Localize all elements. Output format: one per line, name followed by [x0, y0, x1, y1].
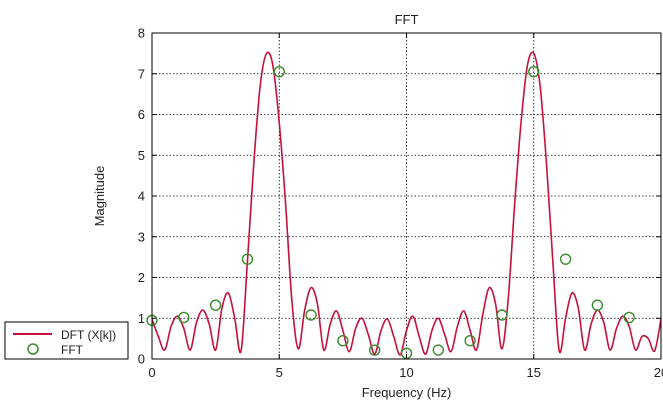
y-axis-label: Magnitude [92, 166, 107, 227]
fft-point [400, 347, 413, 359]
y-tick-label: 5 [138, 148, 145, 163]
x-tick-label: 0 [148, 365, 155, 380]
plot-frame [151, 32, 662, 360]
series-layer [152, 51, 661, 356]
y-tick-label: 4 [138, 189, 145, 204]
x-tick-label: 15 [527, 365, 541, 380]
fft-point [559, 253, 572, 265]
fft-point [241, 253, 254, 265]
fft-point [623, 311, 635, 324]
legend-box [4, 321, 129, 360]
x-tick-label: 5 [276, 365, 283, 380]
fft-point [528, 66, 540, 78]
fft-point [305, 309, 317, 321]
x-tick-label: 20 [654, 365, 663, 380]
legend-marker-swatch [27, 343, 39, 355]
fft-point [432, 344, 445, 356]
y-tick-label: 2 [138, 270, 145, 285]
fft-point [273, 66, 285, 78]
tick-labels: 0 5 10 15 20 0 1 2 3 4 5 6 7 8 [138, 26, 663, 381]
legend: DFT (X[k]) FFT [4, 321, 129, 360]
fft-point [464, 334, 476, 347]
fft-point [337, 334, 349, 347]
fft-point [209, 299, 222, 311]
y-tick-label: 6 [138, 107, 145, 122]
legend-label-dft: DFT (X[k]) [61, 328, 116, 342]
grid-lines [152, 33, 661, 359]
fft-point [178, 311, 190, 324]
fft-point [591, 299, 604, 311]
y-tick-label: 7 [138, 66, 145, 81]
y-tick-label: 0 [138, 352, 145, 367]
y-tick-label: 3 [138, 229, 145, 244]
y-tick-label: 8 [138, 26, 145, 41]
fft-point [368, 344, 381, 356]
chart-title: FFT [395, 12, 419, 27]
legend-label-fft: FFT [61, 343, 84, 357]
series-line-dft [152, 51, 661, 356]
x-axis-label: Frequency (Hz) [362, 385, 452, 400]
y-tick-label: 1 [138, 311, 145, 326]
x-tick-label: 10 [399, 365, 413, 380]
fft-point [496, 309, 508, 321]
